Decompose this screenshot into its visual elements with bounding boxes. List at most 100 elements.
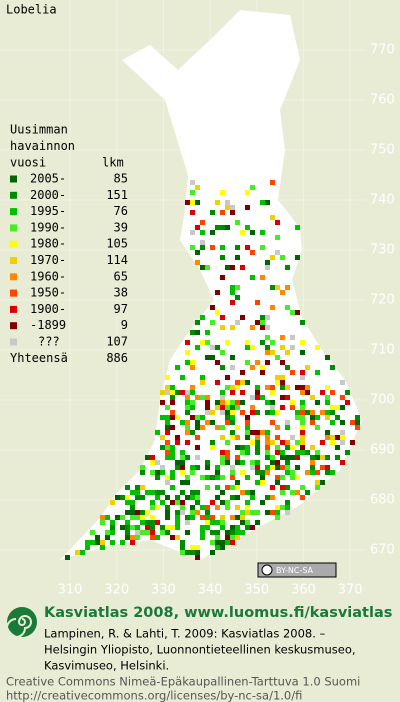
legend-swatch bbox=[10, 240, 17, 248]
record-square bbox=[175, 525, 180, 530]
record-square bbox=[285, 470, 290, 475]
record-square bbox=[300, 440, 305, 445]
record-square bbox=[250, 185, 255, 190]
record-square bbox=[280, 505, 285, 510]
record-square bbox=[235, 320, 240, 325]
record-square bbox=[220, 455, 225, 460]
record-square bbox=[260, 275, 265, 280]
record-square bbox=[245, 425, 250, 430]
record-square bbox=[185, 390, 190, 395]
map-title: Lobelia bbox=[6, 3, 57, 17]
record-square bbox=[130, 540, 135, 545]
record-square bbox=[245, 445, 250, 450]
record-square bbox=[260, 470, 265, 475]
record-square bbox=[275, 475, 280, 480]
record-square bbox=[150, 500, 155, 505]
record-square bbox=[270, 485, 275, 490]
record-square bbox=[250, 525, 255, 530]
record-square bbox=[235, 435, 240, 440]
record-square bbox=[190, 550, 195, 555]
record-square bbox=[125, 500, 130, 505]
record-square bbox=[245, 500, 250, 505]
record-square bbox=[250, 230, 255, 235]
record-square bbox=[285, 265, 290, 270]
record-square bbox=[285, 385, 290, 390]
record-square bbox=[280, 395, 285, 400]
record-square bbox=[225, 450, 230, 455]
record-square bbox=[265, 260, 270, 265]
record-square bbox=[275, 355, 280, 360]
record-square bbox=[230, 285, 235, 290]
record-square bbox=[140, 495, 145, 500]
record-square bbox=[155, 535, 160, 540]
record-square bbox=[195, 435, 200, 440]
record-square bbox=[270, 420, 275, 425]
record-square bbox=[275, 285, 280, 290]
record-square bbox=[185, 520, 190, 525]
record-square bbox=[195, 345, 200, 350]
record-square bbox=[310, 445, 315, 450]
record-square bbox=[235, 535, 240, 540]
record-square bbox=[200, 505, 205, 510]
record-square bbox=[165, 405, 170, 410]
record-square bbox=[290, 370, 295, 375]
record-square bbox=[325, 400, 330, 405]
grid-label: 680 bbox=[370, 493, 395, 508]
legend-count: 9 bbox=[121, 318, 128, 332]
record-square bbox=[285, 285, 290, 290]
record-square bbox=[295, 415, 300, 420]
record-square bbox=[225, 500, 230, 505]
record-square bbox=[340, 460, 345, 465]
record-square bbox=[225, 405, 230, 410]
record-square bbox=[310, 395, 315, 400]
grid-label: 330 bbox=[151, 583, 176, 598]
record-square bbox=[285, 455, 290, 460]
record-square bbox=[255, 430, 260, 435]
record-square bbox=[150, 470, 155, 475]
record-square bbox=[325, 470, 330, 475]
record-square bbox=[195, 490, 200, 495]
record-square bbox=[105, 535, 110, 540]
record-square bbox=[205, 355, 210, 360]
record-square bbox=[280, 380, 285, 385]
record-square bbox=[140, 485, 145, 490]
record-square bbox=[245, 190, 250, 195]
legend-swatch bbox=[10, 175, 17, 183]
record-square bbox=[170, 410, 175, 415]
record-square bbox=[300, 350, 305, 355]
legend-label: 2000- bbox=[30, 188, 66, 202]
record-square bbox=[125, 485, 130, 490]
record-square bbox=[235, 245, 240, 250]
record-square bbox=[190, 515, 195, 520]
record-square bbox=[265, 345, 270, 350]
record-square bbox=[185, 480, 190, 485]
record-square bbox=[235, 505, 240, 510]
record-square bbox=[220, 435, 225, 440]
record-square bbox=[235, 530, 240, 535]
record-square bbox=[230, 465, 235, 470]
citation-line: Kasvimuseo, Helsinki. bbox=[44, 659, 169, 673]
record-square bbox=[255, 445, 260, 450]
citation-line: Lampinen, R. & Lahti, T. 2009: Kasviatla… bbox=[44, 627, 326, 641]
record-square bbox=[230, 535, 235, 540]
record-square bbox=[145, 525, 150, 530]
record-square bbox=[205, 395, 210, 400]
record-square bbox=[190, 180, 195, 185]
legend-count: 39 bbox=[114, 220, 128, 234]
record-square bbox=[245, 380, 250, 385]
record-square bbox=[220, 400, 225, 405]
record-square bbox=[155, 520, 160, 525]
record-square bbox=[295, 455, 300, 460]
record-square bbox=[270, 510, 275, 515]
record-square bbox=[215, 545, 220, 550]
record-square bbox=[185, 200, 190, 205]
record-square bbox=[290, 455, 295, 460]
record-square bbox=[210, 540, 215, 545]
record-square bbox=[295, 385, 300, 390]
record-square bbox=[210, 320, 215, 325]
record-square bbox=[185, 350, 190, 355]
record-square bbox=[245, 420, 250, 425]
record-square bbox=[330, 410, 335, 415]
record-square bbox=[220, 390, 225, 395]
record-square bbox=[270, 495, 275, 500]
